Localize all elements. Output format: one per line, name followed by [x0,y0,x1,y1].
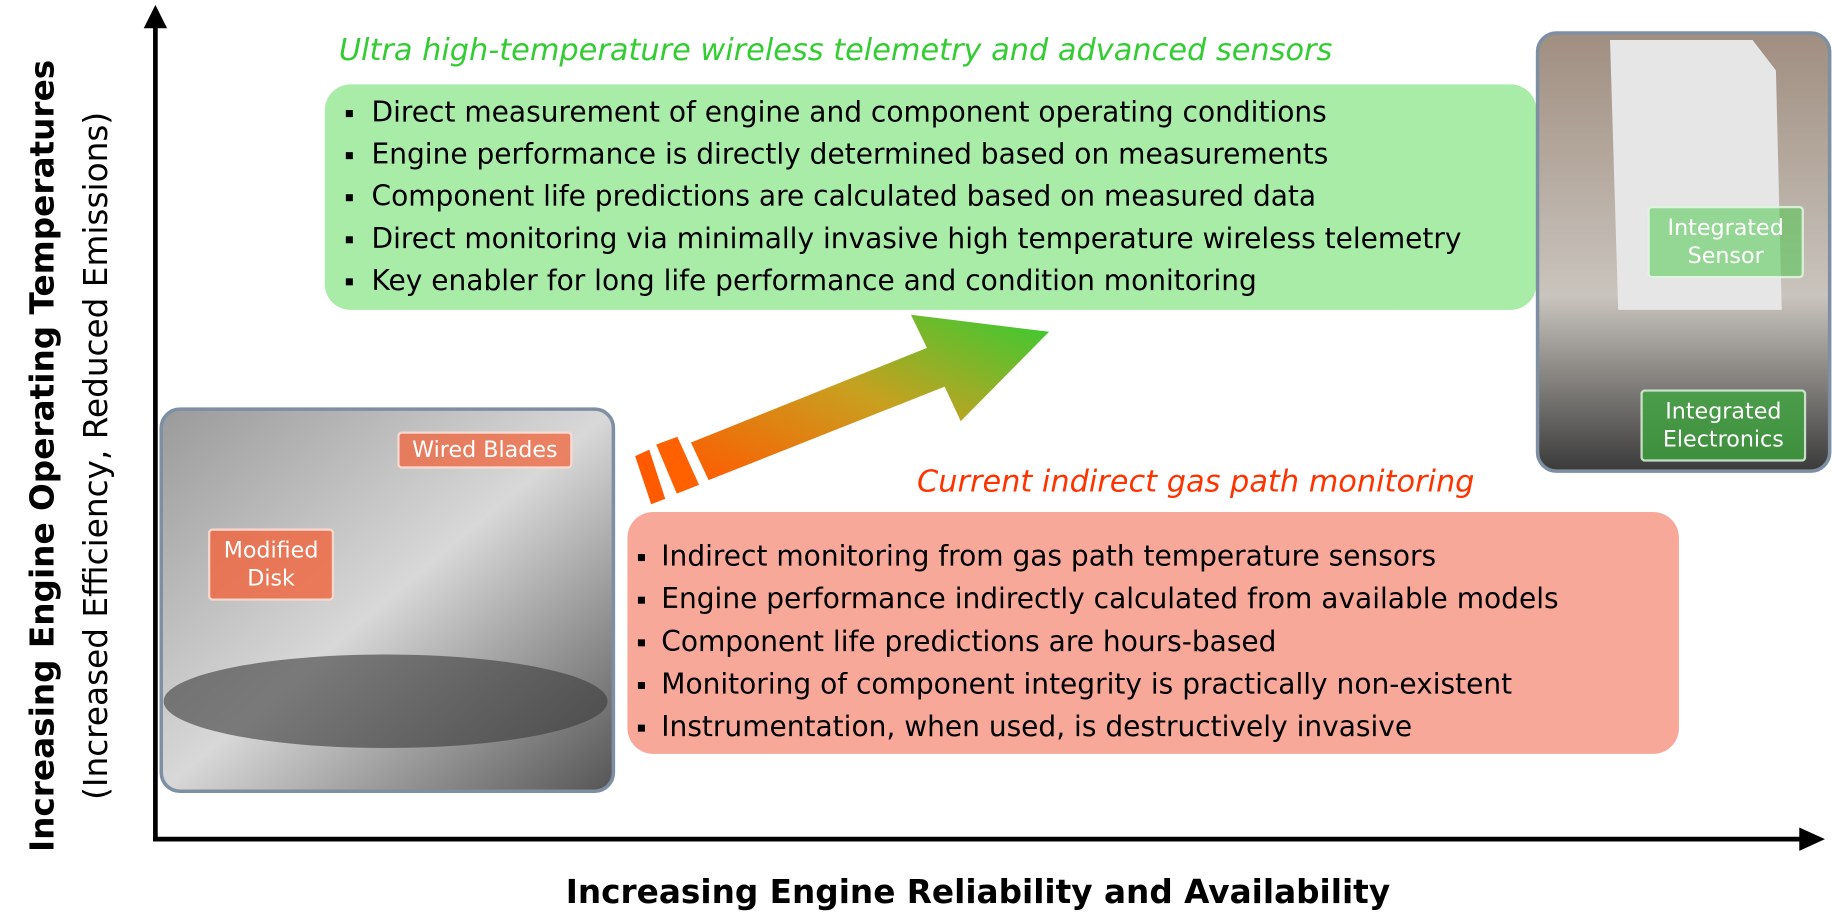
bullet-square [638,597,645,604]
bullet-square [346,194,353,201]
bullet-text: Engine performance indirectly calculated… [661,582,1558,615]
bullet-text: Engine performance is directly determine… [372,138,1329,171]
diagram: Increasing Engine Operating Temperatures… [0,0,1832,913]
current-heading: Current indirect gas path monitoring [917,464,1474,499]
bullet-square [346,278,353,285]
bullet-square [346,152,353,159]
x-axis-title: Increasing Engine Reliability and Availa… [566,873,1390,911]
bullet-square [638,682,645,689]
page: Increasing Engine Operating Temperatures… [0,0,1832,913]
bullet-square [346,110,353,117]
bullet-square [638,554,645,561]
bullet-text: Direct measurement of engine and compone… [372,96,1327,129]
integrated-electronics-label-box: Integrated Electronics [1640,389,1806,461]
y-axis-title: Increasing Engine Operating Temperatures [23,60,61,852]
future-heading: Ultra high-temperature wireless telemetr… [339,33,1333,68]
integrated-sensor-label: Integrated Sensor [1647,206,1804,278]
bullet-text: Component life predictions are calculate… [372,180,1317,213]
bullet-text: Component life predictions are hours-bas… [661,625,1276,658]
bullet-text: Monitoring of component integrity is pra… [661,668,1512,701]
disk-shade [164,655,608,748]
x-axis-arrow [1799,827,1825,850]
bullet-text: Indirect monitoring from gas path temper… [661,540,1436,573]
modified-disk-label: Modified Disk [208,528,334,600]
bullet-text: Direct monitoring via minimally invasive… [372,222,1462,255]
bullet-square [638,725,645,732]
bullet-text: Key enabler for long life performance an… [372,264,1257,297]
modified-disk-label-box: Modified Disk [208,528,334,600]
wired-blades-label-box: Wired Blades [397,431,572,468]
progress-arrow [689,313,1051,481]
integrated-electronics-label: Integrated Electronics [1640,389,1806,461]
y-axis-subtitle: (Increased Efficiency, Reduced Emissions… [77,112,115,800]
wired-blades-label: Wired Blades [397,431,572,468]
integrated-sensor-label-box: Integrated Sensor [1647,206,1804,278]
bullet-text: Instrumentation, when used, is destructi… [661,710,1412,743]
bullet-square [638,639,645,646]
y-axis-arrow [144,5,167,28]
bullet-square [346,236,353,243]
